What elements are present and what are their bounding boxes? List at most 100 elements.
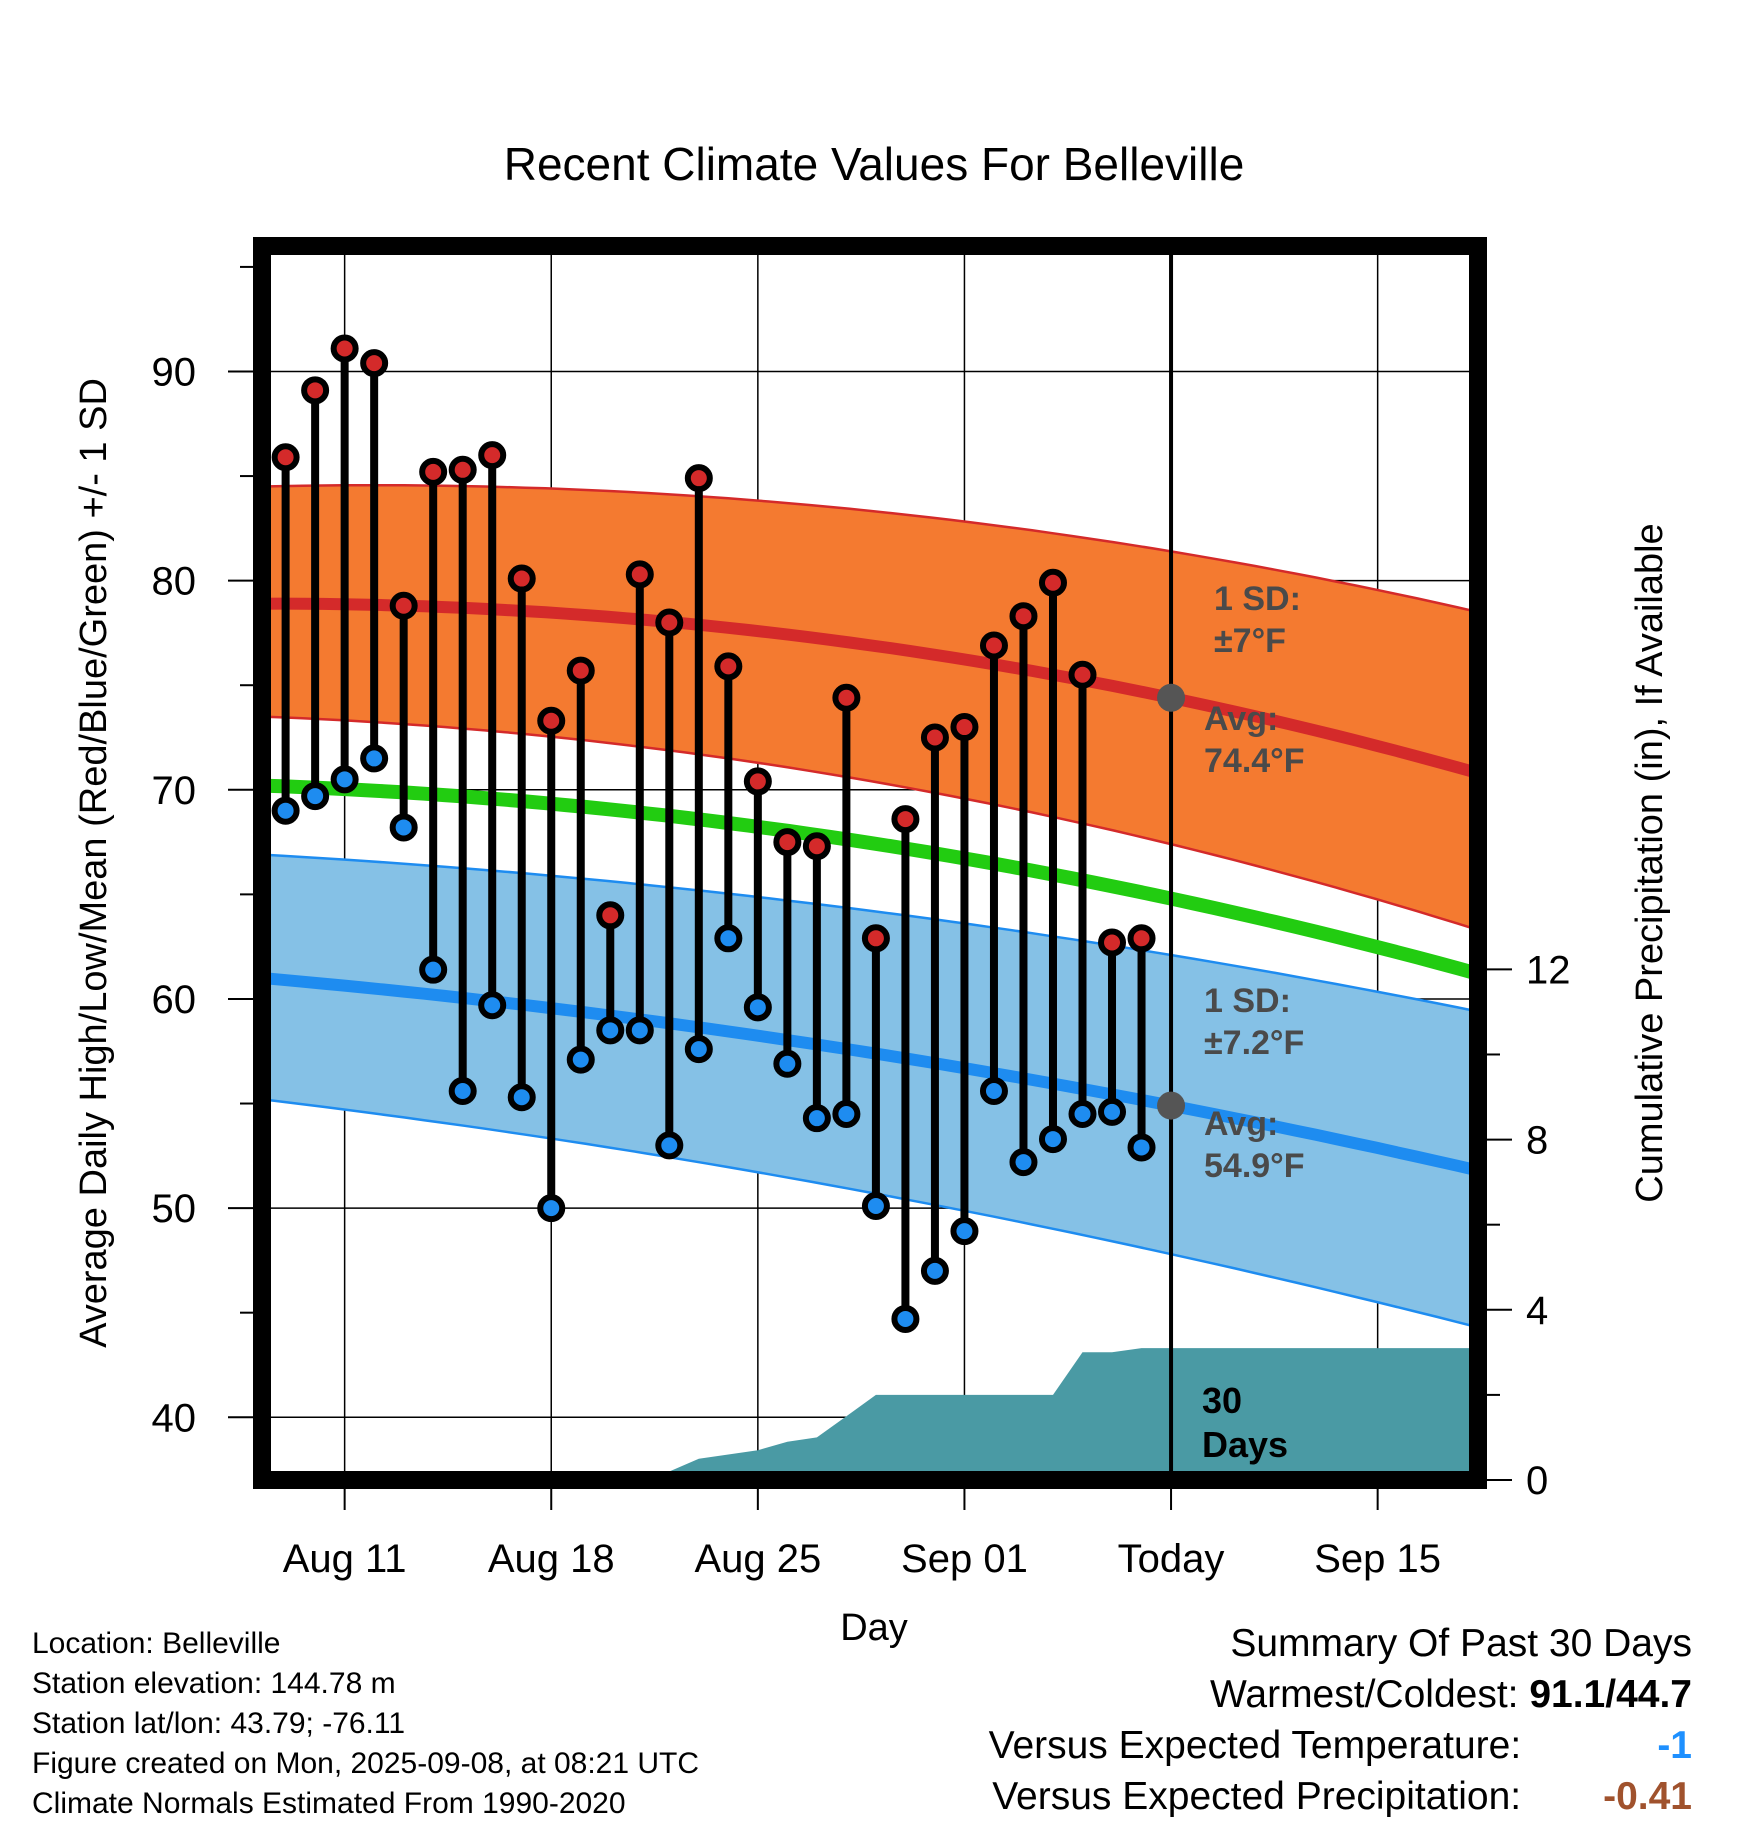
low-sd-band [262, 853, 1478, 1329]
high-marker-day-8 [507, 564, 536, 593]
summary-warmest-value: 91.1/44.7 [1529, 1673, 1692, 1716]
low-marker-day-17 [773, 1049, 802, 1078]
y-tick-label-40: 40 [152, 1396, 197, 1440]
high-marker-day-26 [1038, 568, 1067, 597]
y-tick-label-70: 70 [152, 769, 197, 813]
low-marker-day-14 [684, 1035, 713, 1064]
high-marker-day-3 [360, 349, 389, 378]
summary-precip-row: Versus Expected Precipitation: -0.41 [989, 1771, 1692, 1822]
today-high-normal-marker [1157, 683, 1186, 712]
low-marker-day-16 [743, 993, 772, 1022]
low-avg-value: 54.9°F [1204, 1147, 1305, 1185]
low-marker-day-12 [625, 1016, 654, 1045]
summary-precip-label: Versus Expected Precipitation: [992, 1775, 1522, 1818]
summary-temp-value: -1 [1657, 1724, 1692, 1767]
low-marker-day-25 [1009, 1148, 1038, 1177]
y2-axis-label: Cumulative Precipitation (in), If Availa… [1629, 523, 1671, 1202]
high-marker-day-6 [448, 455, 477, 484]
y2-tick-label-4: 4 [1526, 1289, 1548, 1333]
low-marker-day-27 [1068, 1099, 1097, 1128]
y-tick-label-60: 60 [152, 978, 197, 1022]
high-marker-day-15 [714, 652, 743, 681]
x-tick-label-aug-18: Aug 18 [488, 1537, 615, 1581]
summary-panel: Summary Of Past 30 Days Warmest/Coldest:… [989, 1618, 1692, 1822]
daily-markers [271, 334, 1156, 1333]
high-marker-day-25 [1009, 602, 1038, 631]
low-avg-label: Avg: [1204, 1105, 1278, 1143]
low-marker-day-1 [301, 782, 330, 811]
low-marker-day-11 [596, 1016, 625, 1045]
high-marker-day-13 [655, 608, 684, 637]
summary-temp-label: Versus Expected Temperature: [988, 1724, 1522, 1767]
high-sd-band [262, 484, 1478, 932]
y-tick-label-80: 80 [152, 560, 197, 604]
x-tick-label-sep-15: Sep 15 [1314, 1537, 1441, 1581]
high-marker-day-7 [478, 441, 507, 470]
summary-warmest-row: Warmest/Coldest: 91.1/44.7 [989, 1669, 1692, 1720]
high-marker-day-0 [271, 443, 300, 472]
x-axis-label: Day [840, 1607, 908, 1649]
high-marker-day-5 [419, 457, 448, 486]
low-marker-day-2 [330, 765, 359, 794]
x-tick-label-sep-01: Sep 01 [901, 1537, 1028, 1581]
left-axis: 40 50 60 70 80 90 [152, 265, 253, 1440]
summary-precip-value: -0.41 [1603, 1775, 1692, 1818]
days-number: 30 [1202, 1380, 1242, 1421]
summary-temp-row: Versus Expected Temperature: -1 [989, 1720, 1692, 1771]
high-marker-day-9 [537, 706, 566, 735]
low-marker-day-3 [360, 744, 389, 773]
high-sd-label: 1 SD: [1214, 580, 1301, 618]
high-marker-day-17 [773, 828, 802, 857]
high-marker-day-16 [743, 767, 772, 796]
y-tick-label-90: 90 [152, 350, 197, 394]
high-marker-day-24 [979, 631, 1008, 660]
info-created: Figure created on Mon, 2025-09-08, at 08… [32, 1747, 700, 1780]
cumulative-precip [262, 1348, 1478, 1480]
x-tick-label-aug-11: Aug 11 [283, 1537, 407, 1581]
today-normal-markers [1157, 683, 1186, 1120]
low-marker-day-0 [271, 796, 300, 825]
chart-title: Recent Climate Values For Belleville [504, 138, 1245, 190]
low-marker-day-6 [448, 1076, 477, 1105]
high-marker-day-27 [1068, 660, 1097, 689]
high-marker-day-1 [301, 376, 330, 405]
low-marker-day-20 [861, 1192, 890, 1221]
y2-tick-label-0: 0 [1526, 1459, 1548, 1503]
y-axis-label: Average Daily High/Low/Mean (Red/Blue/Gr… [73, 378, 115, 1348]
high-marker-day-20 [861, 924, 890, 953]
normal-bands [262, 484, 1478, 1329]
high-sd-value: ±7°F [1214, 622, 1286, 660]
low-marker-day-26 [1038, 1125, 1067, 1154]
high-marker-day-21 [891, 805, 920, 834]
low-marker-day-21 [891, 1304, 920, 1333]
high-marker-day-22 [920, 723, 949, 752]
right-axis: 0 4 8 12 [1487, 948, 1571, 1503]
info-latlon: Station lat/lon: 43.79; -76.11 [32, 1707, 406, 1740]
high-marker-day-28 [1098, 928, 1127, 957]
low-marker-day-29 [1127, 1133, 1156, 1162]
summary-heading: Summary Of Past 30 Days [1230, 1622, 1692, 1665]
low-marker-day-8 [507, 1083, 536, 1112]
high-marker-day-14 [684, 464, 713, 493]
station-info: Location: Belleville Station elevation: … [32, 1624, 699, 1824]
annotations: 1 SD: ±7°F Avg: 74.4°F 1 SD: ±7.2°F Avg:… [1202, 580, 1305, 1465]
low-marker-day-9 [537, 1194, 566, 1223]
high-marker-day-18 [802, 832, 831, 861]
summary-warmest-label: Warmest/Coldest: [1210, 1673, 1519, 1716]
x-tick-label-today: Today [1118, 1537, 1225, 1581]
high-marker-day-4 [389, 591, 418, 620]
x-tick-label-aug-25: Aug 25 [694, 1537, 821, 1581]
plot-frame [253, 237, 1487, 1489]
low-marker-day-10 [566, 1045, 595, 1074]
high-avg-label: Avg: [1204, 700, 1278, 738]
precip-area [262, 1348, 1478, 1480]
x-axis: Aug 11 Aug 18 Aug 25 Sep 01 Today Sep 15 [283, 1489, 1441, 1581]
low-sd-value: ±7.2°F [1204, 1024, 1304, 1062]
high-marker-day-10 [566, 656, 595, 685]
low-marker-day-7 [478, 991, 507, 1020]
y2-tick-label-8: 8 [1526, 1119, 1548, 1163]
high-marker-day-23 [950, 713, 979, 742]
high-marker-day-11 [596, 901, 625, 930]
low-marker-day-19 [832, 1099, 861, 1128]
